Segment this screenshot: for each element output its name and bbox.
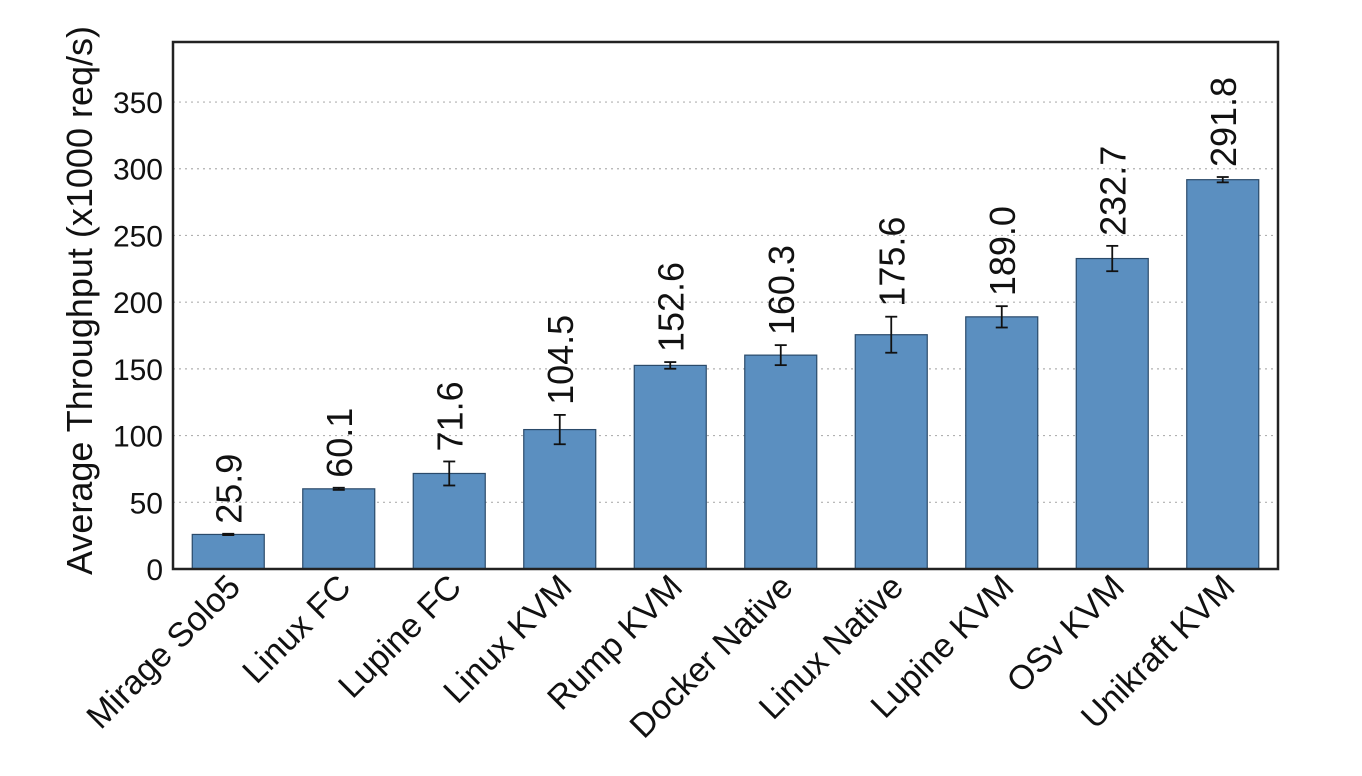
y-tick-label: 200 bbox=[113, 287, 163, 320]
value-label: 60.1 bbox=[319, 408, 360, 478]
value-labels: 25.9 60.1 71.6 104.5 152.6 160.3 175.6 189.0 232… bbox=[208, 77, 1244, 524]
value-label: 152.6 bbox=[650, 262, 691, 352]
value-label: 291.8 bbox=[1203, 77, 1244, 167]
error-bar bbox=[443, 460, 456, 487]
y-tick-label: 350 bbox=[113, 87, 163, 120]
plot-frame bbox=[171, 40, 1280, 571]
bar bbox=[412, 472, 486, 570]
bar bbox=[1186, 179, 1260, 570]
y-tick-label: 0 bbox=[146, 554, 163, 587]
y-tick-label: 100 bbox=[113, 421, 163, 454]
value-label: 189.0 bbox=[982, 206, 1023, 296]
bar bbox=[523, 428, 597, 570]
bar bbox=[1075, 257, 1149, 570]
error-bar bbox=[885, 315, 898, 354]
bar bbox=[854, 334, 928, 570]
error-bar bbox=[553, 414, 566, 446]
bar bbox=[633, 364, 707, 570]
value-label: 175.6 bbox=[871, 217, 912, 307]
value-label: 25.9 bbox=[208, 454, 249, 524]
bar bbox=[302, 488, 376, 570]
error-bar bbox=[664, 361, 677, 370]
error-bar bbox=[222, 532, 235, 537]
y-tick-label: 300 bbox=[113, 154, 163, 187]
y-axis-label: Average Throughput (x1000 req/s) bbox=[59, 26, 100, 575]
y-tick-label: 150 bbox=[113, 354, 163, 387]
bar bbox=[965, 316, 1039, 570]
error-bar bbox=[332, 486, 345, 491]
error-bar bbox=[995, 305, 1008, 329]
error-bar bbox=[1106, 244, 1119, 273]
y-tick-labels: 0 50 100 150 200 250 300 350 bbox=[113, 87, 163, 587]
y-tick-label: 50 bbox=[130, 487, 163, 520]
x-category-label: Mirage Solo5 bbox=[79, 568, 248, 737]
error-bars bbox=[222, 176, 1229, 537]
y-tick-label: 250 bbox=[113, 220, 163, 253]
error-bar bbox=[774, 344, 787, 367]
bars bbox=[191, 179, 1260, 570]
bar bbox=[744, 354, 818, 570]
error-bar bbox=[1216, 176, 1229, 184]
value-label: 232.7 bbox=[1092, 146, 1133, 236]
value-label: 160.3 bbox=[761, 245, 802, 335]
value-label: 71.6 bbox=[429, 381, 470, 451]
value-label: 104.5 bbox=[540, 315, 581, 405]
grid-lines bbox=[173, 101, 1278, 503]
bar bbox=[191, 533, 265, 570]
